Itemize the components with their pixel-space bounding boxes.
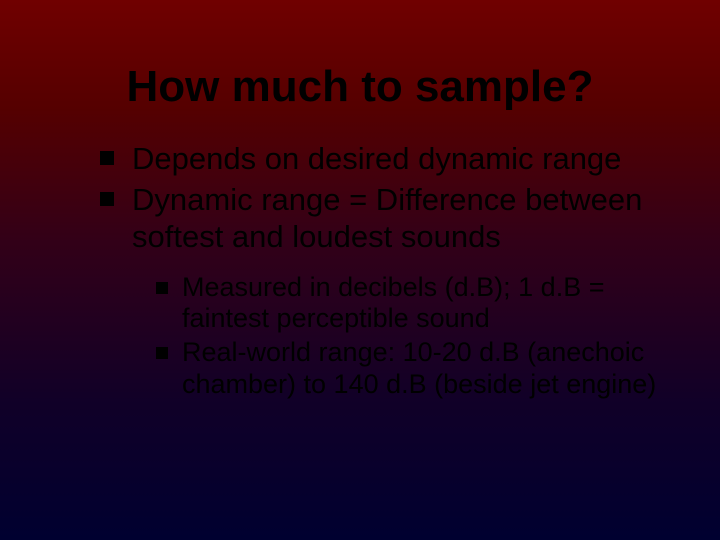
square-bullet-icon [100,192,114,206]
square-bullet-icon [100,151,114,165]
bullet-text: Depends on desired dynamic range [132,140,621,177]
slide-content: Depends on desired dynamic range Dynamic… [0,112,720,401]
square-bullet-icon [156,282,168,294]
list-item: Depends on desired dynamic range [100,140,660,177]
slide-title: How much to sample? [0,0,720,112]
slide: How much to sample? Depends on desired d… [0,0,720,540]
sub-list: Measured in decibels (d.B); 1 d.B = fain… [100,260,660,401]
bullet-text: Measured in decibels (d.B); 1 d.B = fain… [182,272,660,336]
list-item: Measured in decibels (d.B); 1 d.B = fain… [156,272,660,336]
list-item: Real-world range: 10-20 d.B (anechoic ch… [156,337,660,401]
square-bullet-icon [156,347,168,359]
bullet-text: Dynamic range = Difference between softe… [132,181,660,255]
bullet-text: Real-world range: 10-20 d.B (anechoic ch… [182,337,660,401]
list-item: Dynamic range = Difference between softe… [100,181,660,255]
